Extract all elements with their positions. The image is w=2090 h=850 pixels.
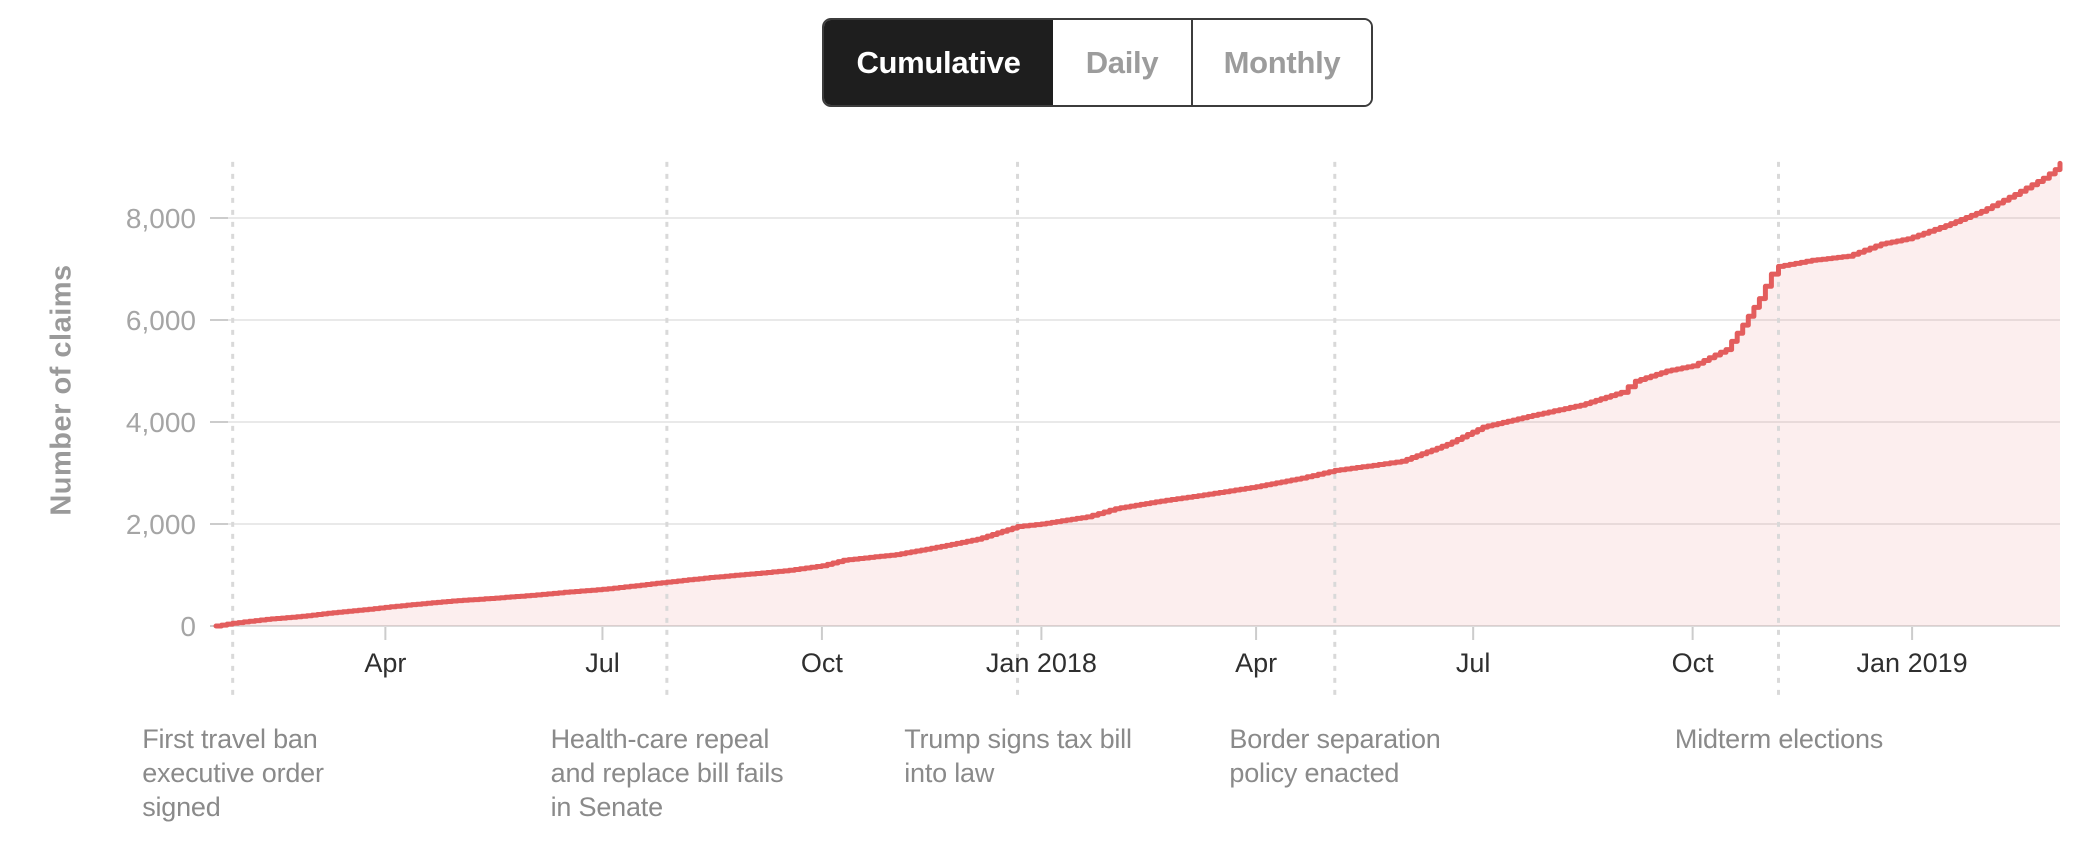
event-lines [231, 161, 1781, 697]
y-tick-label: 6,000 [126, 305, 196, 336]
event-annotation: Trump signs tax bill into law [904, 724, 1132, 788]
y-tick-label: 2,000 [126, 509, 196, 540]
event-annotation: First travel ban executive order signed [142, 724, 324, 822]
gridlines: 0 2,000 4,000 6,000 8,000 [126, 203, 2060, 642]
event-annotation: Health-care repeal and replace bill fails… [550, 724, 784, 822]
y-axis-title: Number of claims [45, 264, 78, 516]
x-tick-label: Jul [1456, 648, 1491, 678]
x-tick-label: Apr [364, 648, 406, 678]
x-tick-label: Oct [1672, 648, 1715, 678]
x-tick-label: Jan 2018 [986, 648, 1097, 678]
x-tick-label: Jul [585, 648, 620, 678]
view-mode-toggle: Cumulative Daily Monthly [822, 18, 1373, 107]
y-tick-label: 8,000 [126, 203, 196, 234]
toggle-daily-button[interactable]: Daily [1053, 20, 1191, 105]
y-tick-label: 4,000 [126, 407, 196, 438]
x-tick-label: Jan 2019 [1857, 648, 1968, 678]
y-tick-label: 0 [180, 611, 196, 642]
x-tick-label: Oct [801, 648, 844, 678]
event-annotation: Midterm elections [1674, 724, 1884, 754]
toggle-cumulative-button[interactable]: Cumulative [824, 20, 1053, 105]
series-area-fill [216, 163, 2060, 626]
x-tick-label: Apr [1235, 648, 1277, 678]
series-line [213, 160, 2063, 629]
event-annotation: Border separation policy enacted [1229, 724, 1441, 788]
x-axis: Apr Jul Oct Jan 2018 Apr Jul Oct Jan 2019 [364, 627, 1968, 678]
toggle-monthly-button[interactable]: Monthly [1191, 20, 1371, 105]
